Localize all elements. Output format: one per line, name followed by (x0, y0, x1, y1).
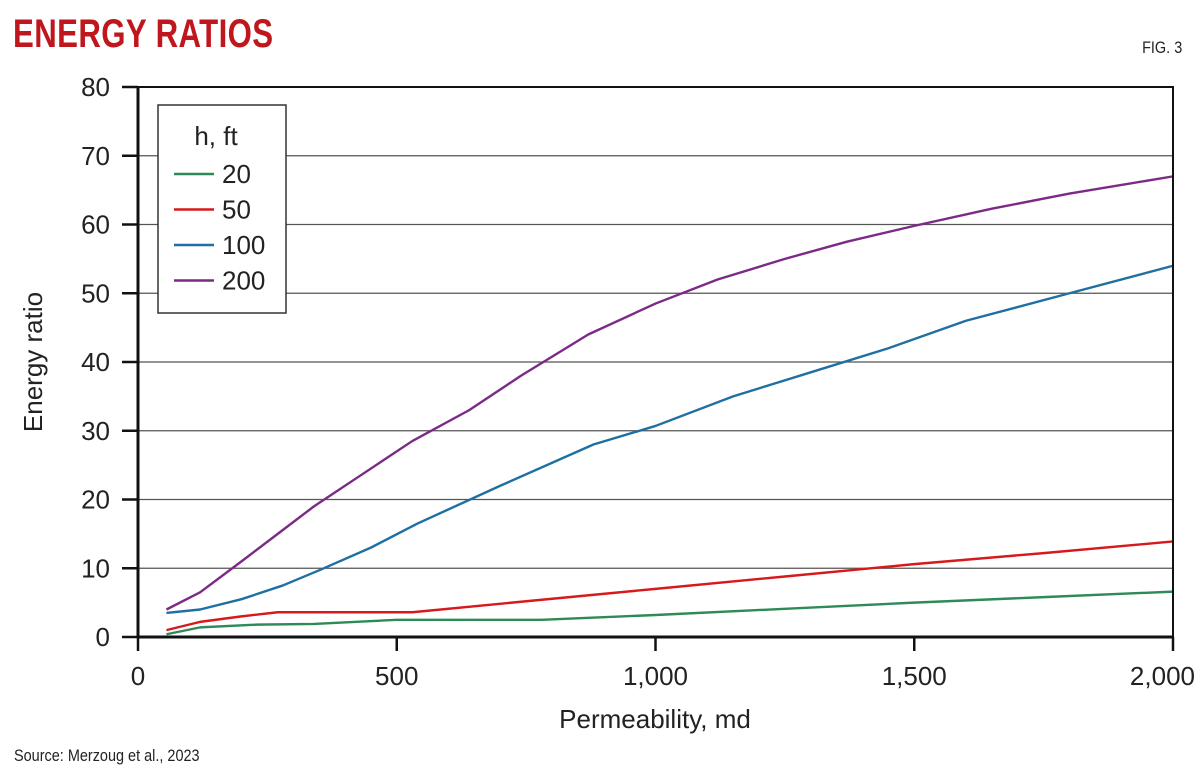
y-tick-label: 80 (81, 72, 110, 102)
y-tick-label: 40 (81, 347, 110, 377)
legend-label: 50 (222, 195, 251, 225)
y-axis-label: Energy ratio (18, 292, 48, 432)
series-line-h50 (166, 540, 1174, 632)
x-tick-label: 0 (131, 661, 145, 691)
y-tick-label: 10 (81, 553, 110, 583)
source-note: Source: Merzoug et al., 2023 (14, 746, 200, 765)
series-line-h200 (165, 175, 1174, 611)
x-tick-label: 1,500 (882, 661, 947, 691)
x-tick-label: 500 (375, 661, 418, 691)
y-tick-label: 50 (81, 278, 110, 308)
y-tick-label: 0 (96, 622, 110, 652)
y-tick-label: 60 (81, 210, 110, 240)
figure-label: FIG. 3 (1141, 38, 1182, 57)
y-tick-label: 70 (81, 141, 110, 171)
x-tick-label: 2,000 (1130, 661, 1195, 691)
chart-title: ENERGY RATIOS (13, 12, 274, 56)
x-tick-label: 1,000 (623, 661, 688, 691)
legend-title: h, ft (194, 121, 238, 151)
legend: h, ft 20 50 100 200 (157, 104, 287, 314)
legend-label: 20 (222, 159, 251, 189)
y-tick-label: 20 (81, 485, 110, 515)
legend-label: 100 (222, 230, 265, 260)
series-line-h100 (166, 264, 1174, 615)
x-axis-label: Permeability, md (559, 704, 751, 734)
legend-label: 200 (222, 266, 265, 296)
series-line-h20 (166, 590, 1174, 636)
y-tick-label: 30 (81, 416, 110, 446)
